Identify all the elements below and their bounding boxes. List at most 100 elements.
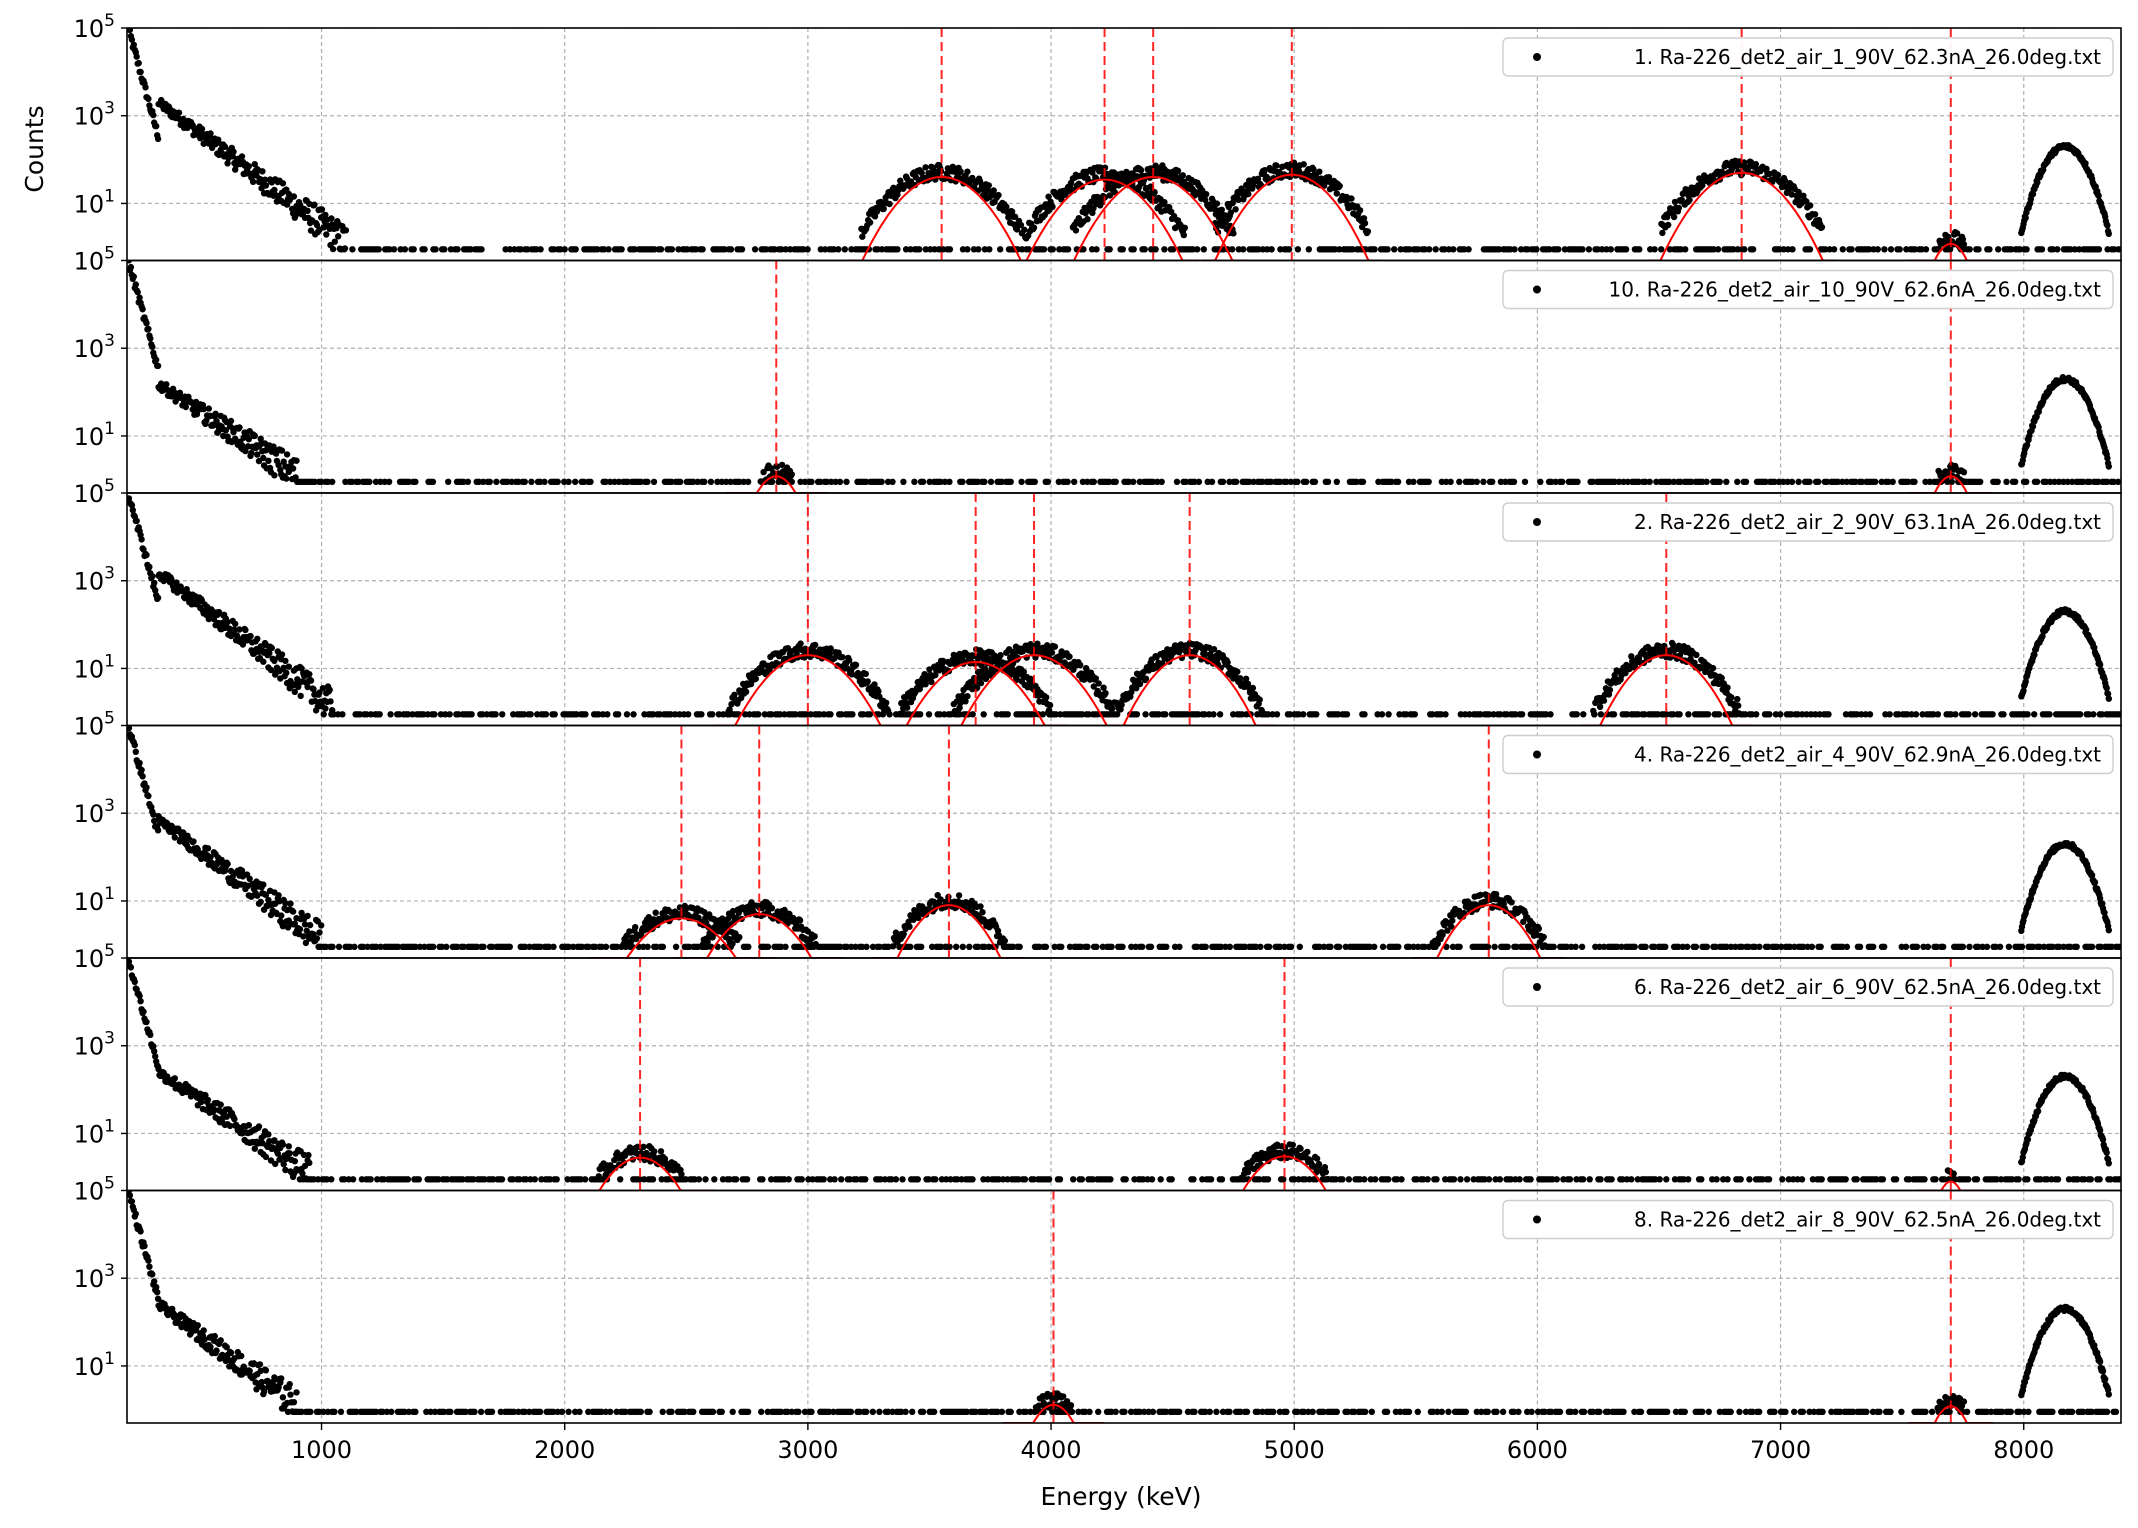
data-point xyxy=(1202,651,1209,658)
data-point xyxy=(1161,199,1168,206)
data-point xyxy=(1666,246,1674,253)
data-point xyxy=(1155,711,1163,718)
data-point xyxy=(1180,231,1188,239)
data-point xyxy=(1596,943,1603,950)
data-point xyxy=(416,943,424,950)
data-point xyxy=(1807,202,1814,209)
data-point xyxy=(1952,711,1959,718)
data-point xyxy=(1327,943,1334,950)
data-point xyxy=(1254,175,1262,182)
data-point xyxy=(372,478,380,485)
data-point xyxy=(1110,711,1117,718)
data-point xyxy=(1996,943,2004,950)
data-point xyxy=(1716,478,1724,485)
data-point xyxy=(1830,246,1838,253)
data-point xyxy=(545,943,553,950)
data-point xyxy=(291,920,298,927)
data-point xyxy=(1385,711,1392,718)
data-point xyxy=(1815,478,1822,485)
data-point xyxy=(1230,711,1237,718)
data-point xyxy=(1158,478,1165,485)
data-point xyxy=(1589,478,1597,485)
data-point xyxy=(249,178,257,185)
data-point xyxy=(1521,478,1529,485)
data-point xyxy=(138,766,145,774)
data-point xyxy=(1441,246,1448,253)
data-point xyxy=(1031,478,1039,485)
data-point xyxy=(1064,478,1071,485)
data-point xyxy=(572,246,579,253)
data-point xyxy=(1490,711,1497,718)
data-point xyxy=(224,618,231,626)
data-point xyxy=(1406,246,1413,253)
data-point xyxy=(1191,478,1198,485)
data-point xyxy=(431,711,438,718)
data-point xyxy=(464,478,472,485)
data-point xyxy=(744,478,752,485)
data-point xyxy=(438,943,446,950)
data-point xyxy=(922,246,929,253)
data-point xyxy=(839,654,846,661)
data-point xyxy=(342,227,350,234)
data-point xyxy=(1348,195,1355,202)
data-point xyxy=(701,478,708,485)
data-point xyxy=(152,587,159,594)
data-point xyxy=(1371,246,1378,253)
data-point xyxy=(1163,943,1170,950)
data-point xyxy=(224,160,231,167)
data-point xyxy=(1445,246,1453,253)
data-point xyxy=(285,663,292,670)
data-point xyxy=(1210,646,1218,653)
data-point xyxy=(1310,166,1317,173)
data-point xyxy=(1710,246,1717,253)
data-point xyxy=(731,691,738,698)
data-point xyxy=(561,478,568,485)
data-point xyxy=(1320,943,1328,950)
data-point xyxy=(1786,943,1794,950)
data-point xyxy=(1194,246,1201,253)
data-point xyxy=(1064,246,1072,253)
data-point xyxy=(1136,680,1144,688)
data-point xyxy=(424,711,431,718)
data-point xyxy=(132,748,139,755)
data-point xyxy=(580,478,588,485)
data-point xyxy=(1234,668,1241,675)
data-point xyxy=(1447,478,1454,485)
data-point xyxy=(1902,943,1910,950)
data-point xyxy=(1979,943,1986,950)
data-point xyxy=(964,693,971,700)
data-point xyxy=(480,478,487,485)
data-point xyxy=(1591,711,1598,718)
data-point xyxy=(1093,943,1100,950)
data-point xyxy=(478,246,485,253)
data-point xyxy=(1058,943,1065,950)
data-point xyxy=(1741,246,1748,253)
data-point xyxy=(283,475,290,482)
data-point xyxy=(1133,173,1141,180)
data-point xyxy=(1256,696,1263,703)
data-point xyxy=(1803,198,1810,205)
data-point xyxy=(917,711,924,718)
data-point xyxy=(946,478,953,485)
data-point xyxy=(668,246,676,253)
legend-marker xyxy=(1533,518,1541,526)
data-point xyxy=(626,928,633,935)
data-point xyxy=(1426,246,1433,253)
data-point xyxy=(1730,246,1737,253)
data-point xyxy=(650,711,657,718)
data-point xyxy=(907,246,914,253)
data-point xyxy=(550,943,557,950)
data-point xyxy=(863,478,870,485)
data-point xyxy=(1009,943,1017,950)
data-point xyxy=(714,478,721,485)
data-point xyxy=(823,478,830,485)
data-point xyxy=(727,710,734,717)
data-point xyxy=(1484,943,1492,950)
data-point xyxy=(561,246,568,253)
data-point xyxy=(1457,711,1465,718)
data-point xyxy=(127,28,134,33)
data-point xyxy=(254,892,261,899)
data-point xyxy=(205,405,212,412)
y-tick-label: 103 xyxy=(74,564,115,596)
data-point xyxy=(1818,224,1826,231)
